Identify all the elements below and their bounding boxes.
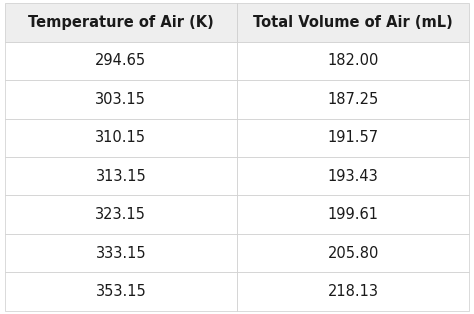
Text: 313.15: 313.15 xyxy=(95,169,146,184)
Bar xyxy=(237,80,469,118)
Bar xyxy=(5,157,237,195)
Bar xyxy=(237,3,469,42)
Bar xyxy=(5,195,237,234)
Bar xyxy=(237,118,469,157)
Text: 323.15: 323.15 xyxy=(95,207,146,222)
Bar xyxy=(5,234,237,272)
Bar xyxy=(5,3,237,42)
Text: 294.65: 294.65 xyxy=(95,53,146,68)
Text: 191.57: 191.57 xyxy=(328,130,379,145)
Bar xyxy=(237,195,469,234)
Text: 303.15: 303.15 xyxy=(95,92,146,107)
Text: 187.25: 187.25 xyxy=(328,92,379,107)
Bar xyxy=(5,118,237,157)
Text: 218.13: 218.13 xyxy=(328,284,379,299)
Bar xyxy=(237,272,469,311)
Text: Total Volume of Air (mL): Total Volume of Air (mL) xyxy=(253,15,453,30)
Bar xyxy=(237,157,469,195)
Text: 333.15: 333.15 xyxy=(96,246,146,261)
Text: 205.80: 205.80 xyxy=(328,246,379,261)
Bar xyxy=(5,272,237,311)
Bar xyxy=(5,80,237,118)
Text: 182.00: 182.00 xyxy=(328,53,379,68)
Text: 193.43: 193.43 xyxy=(328,169,379,184)
Bar xyxy=(5,42,237,80)
Bar xyxy=(237,234,469,272)
Text: 199.61: 199.61 xyxy=(328,207,379,222)
Text: Temperature of Air (K): Temperature of Air (K) xyxy=(28,15,214,30)
Text: 310.15: 310.15 xyxy=(95,130,146,145)
Text: 353.15: 353.15 xyxy=(95,284,146,299)
Bar xyxy=(237,42,469,80)
